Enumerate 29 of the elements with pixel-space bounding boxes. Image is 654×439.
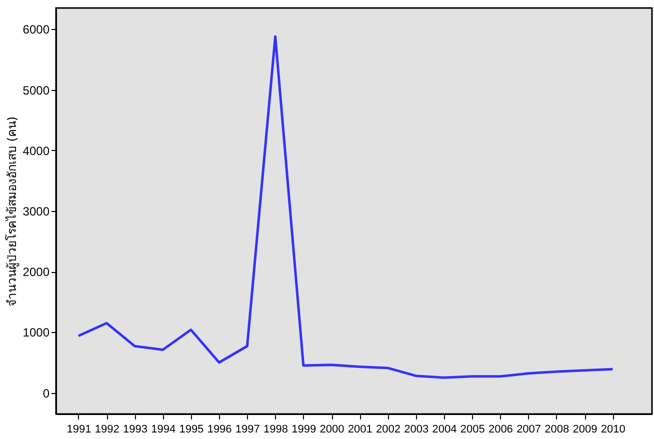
x-tick-label: 1997 bbox=[235, 424, 260, 436]
x-tick-label: 2005 bbox=[460, 424, 485, 436]
y-tick-label: 0 bbox=[42, 386, 50, 400]
x-tick-label: 2004 bbox=[432, 424, 457, 436]
x-tick-label: 1992 bbox=[94, 424, 120, 436]
x-tick-label: 1991 bbox=[66, 424, 92, 436]
x-tick-label: 2008 bbox=[544, 424, 570, 436]
x-tick-label: 1996 bbox=[207, 424, 232, 436]
y-tick-label: 3000 bbox=[22, 204, 50, 218]
x-tick-label: 1999 bbox=[292, 424, 316, 436]
y-tick-label: 2000 bbox=[22, 265, 50, 280]
x-tick-label: 2010 bbox=[600, 424, 626, 436]
x-tick-label: 2001 bbox=[348, 424, 372, 436]
x-tick-label: 2006 bbox=[488, 424, 513, 436]
y-tick-label: 5000 bbox=[22, 83, 50, 98]
y-tick-label: 6000 bbox=[22, 22, 50, 37]
x-tick-label: 2002 bbox=[376, 424, 400, 436]
y-axis-title: จำนวนผู้ป่วยโรคไข้สมองอักเสบ (คน) bbox=[4, 116, 20, 307]
x-tick-label: 1995 bbox=[179, 424, 204, 436]
x-tick-label: 1994 bbox=[151, 424, 176, 436]
x-tick-label: 1993 bbox=[122, 424, 148, 436]
y-tick-label: 1000 bbox=[22, 326, 50, 340]
x-tick-label: 2009 bbox=[572, 424, 598, 436]
x-tick-label: 1998 bbox=[264, 424, 288, 436]
line-series bbox=[77, 35, 614, 379]
y-tick-label: 4000 bbox=[22, 144, 50, 158]
x-tick-label: 2003 bbox=[404, 424, 429, 436]
x-tick-label: 2000 bbox=[320, 424, 344, 436]
x-tick-label: 2007 bbox=[516, 424, 542, 436]
